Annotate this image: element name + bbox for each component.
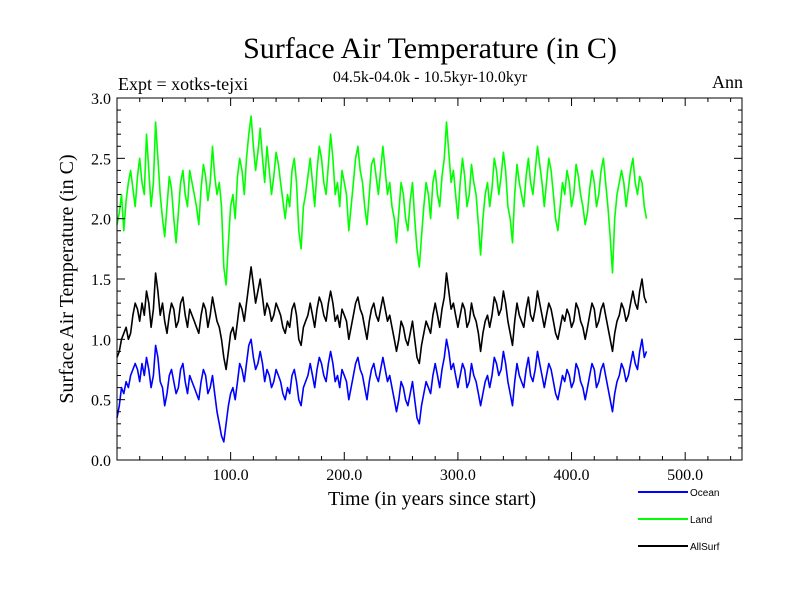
legend-label-ocean: Ocean (690, 488, 719, 499)
series-line-land (116, 115, 648, 286)
series-line-ocean (116, 338, 648, 443)
x-axis: 100.0 200.0 300.0 400.0 500.0 (139, 98, 732, 484)
legend-label-allsurf: AllSurf (690, 542, 720, 553)
chart-subtitle: 04.5k-04.0k - 10.5kyr-10.0kyr (333, 69, 528, 86)
x-tick-label: 500.0 (667, 467, 703, 484)
y-tick-label: 1.0 (91, 332, 111, 349)
chart-title: Surface Air Temperature (in C) (243, 32, 617, 65)
x-tick-label: 200.0 (326, 467, 362, 484)
y-tick-label: 3.0 (91, 91, 111, 108)
series-layer (116, 115, 648, 443)
legend-label-land: Land (690, 515, 712, 526)
y-tick-label: 0.0 (91, 453, 111, 470)
y-tick-label: 2.0 (91, 212, 111, 229)
x-tick-label: 300.0 (440, 467, 476, 484)
y-tick-label: 2.5 (91, 151, 111, 168)
y-axis-label: Surface Air Temperature (in C) (56, 154, 78, 403)
experiment-label: Expt = xotks-tejxi (118, 74, 248, 94)
x-tick-label: 400.0 (554, 467, 590, 484)
series-line-allsurf (116, 266, 648, 371)
season-label: Ann (712, 72, 743, 92)
x-tick-label: 100.0 (213, 467, 249, 484)
legend: Ocean Land AllSurf (638, 488, 720, 553)
y-tick-label: 0.5 (91, 393, 111, 410)
y-axis: 0.0 0.5 1.0 1.5 2.0 2.5 3.0 (91, 91, 742, 470)
x-axis-label: Time (in years since start) (328, 488, 536, 510)
y-tick-label: 1.5 (91, 272, 111, 289)
